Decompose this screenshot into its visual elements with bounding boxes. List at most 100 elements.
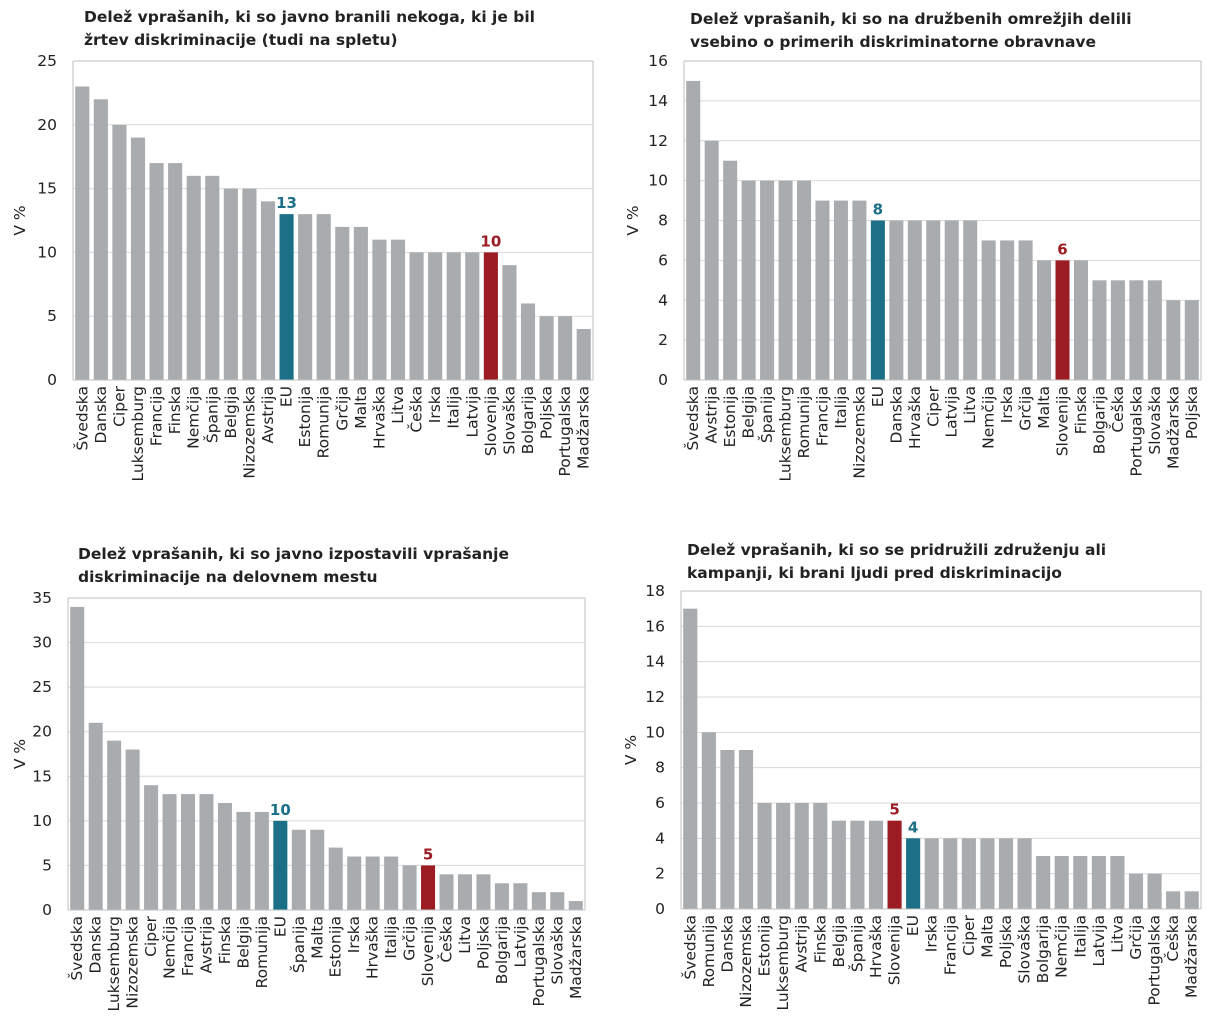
- x-tick-label: Estonija: [756, 915, 774, 976]
- bar-irska: [428, 252, 443, 380]
- bar-litva: [963, 220, 978, 380]
- bar-slovaška: [502, 265, 517, 380]
- x-tick-label: Češka: [1108, 386, 1127, 433]
- x-tick-label: Estonija: [296, 386, 314, 447]
- chart-title-line-1: Delež vprašanih, ki so javno branili nek…: [84, 8, 535, 26]
- x-tick-label: Latvija: [1090, 915, 1108, 967]
- bar-belgija: [236, 811, 251, 910]
- data-label-eu: 4: [908, 818, 918, 836]
- x-tick-label: Nizozemska: [850, 386, 868, 479]
- y-tick-label: 10: [648, 172, 668, 190]
- bar-madžarska: [568, 901, 583, 910]
- bar-hrvaška: [868, 820, 884, 909]
- x-tick-label: Malta: [1035, 386, 1053, 429]
- y-tick-label: 10: [645, 723, 665, 741]
- x-tick-label: Danska: [87, 916, 105, 974]
- x-tick-label: Romunija: [253, 916, 271, 988]
- bar-eu: [906, 838, 921, 909]
- x-tick-label: Nizozemska: [124, 916, 142, 1009]
- x-tick-label: EU: [271, 916, 289, 937]
- bar-avstrija: [260, 201, 276, 380]
- y-tick-label: 20: [32, 723, 52, 741]
- bar-latvija: [465, 252, 480, 380]
- x-tick-label: Slovaška: [1016, 915, 1034, 984]
- bar-italija: [446, 252, 461, 380]
- y-tick-label: 20: [37, 116, 57, 134]
- y-tick-label: 6: [655, 794, 665, 812]
- x-tick-label: Grčija: [401, 916, 419, 961]
- bar-finska: [217, 803, 232, 910]
- x-tick-label: Nemčija: [980, 386, 998, 449]
- x-tick-label: Madžarska: [575, 386, 593, 469]
- x-tick-label: Irska: [923, 915, 941, 952]
- bar-avstrija: [704, 140, 719, 380]
- y-tick-label: 12: [648, 132, 668, 150]
- bar-nizozemska: [738, 750, 754, 909]
- bar-slovaška: [550, 892, 565, 910]
- bar-danska: [93, 99, 108, 380]
- x-tick-label: Bolgarija: [519, 386, 537, 454]
- bar-danska: [88, 722, 103, 910]
- x-tick-label: Litva: [389, 386, 407, 424]
- bar-španija: [850, 820, 865, 909]
- y-axis-label: V %: [624, 205, 642, 235]
- x-tick-label: Slovaška: [500, 386, 518, 455]
- bar-bolgarija: [520, 303, 536, 380]
- data-label-eu: 8: [873, 201, 883, 219]
- x-tick-label: Francija: [148, 386, 166, 446]
- x-tick-label: Švedska: [67, 916, 86, 981]
- x-tick-label: Švedska: [683, 386, 702, 451]
- bar-hrvaška: [907, 220, 922, 380]
- bar-finska: [168, 163, 183, 380]
- x-tick-label: Belgija: [740, 386, 758, 438]
- bar-estonija: [757, 803, 772, 909]
- x-tick-label: Litva: [961, 386, 979, 424]
- x-tick-label: Nemčija: [161, 916, 179, 979]
- x-tick-label: Italija: [1071, 915, 1089, 958]
- y-tick-label: 12: [645, 688, 665, 706]
- bar-francija: [943, 838, 958, 909]
- chart-title-line-2: žrtev diskriminacije (tudi na spletu): [84, 31, 398, 49]
- y-axis-label: V %: [11, 205, 29, 235]
- bar-ciper: [961, 838, 976, 909]
- y-tick-label: 5: [47, 307, 57, 325]
- data-label-slovenija: 10: [480, 232, 501, 250]
- y-tick-label: 10: [32, 812, 52, 830]
- data-label-slovenija: 6: [1057, 240, 1067, 258]
- bar-grčija: [1128, 873, 1144, 909]
- y-tick-label: 25: [32, 678, 52, 696]
- bar-malta: [353, 226, 368, 380]
- x-tick-label: Finska: [166, 386, 184, 434]
- chart-title-line-2: vsebino o primerih diskriminatorne obrav…: [690, 33, 1097, 51]
- x-tick-label: Irska: [426, 386, 444, 423]
- bar-malta: [980, 838, 995, 909]
- bar-švedska: [75, 86, 90, 381]
- bar-slovenija: [1055, 260, 1070, 380]
- bar-portugalska: [1147, 873, 1162, 909]
- bar-francija: [181, 794, 196, 910]
- bar-švedska: [686, 80, 701, 380]
- x-tick-label: Portugalska: [1127, 386, 1145, 476]
- bar-irska: [924, 838, 939, 909]
- x-tick-label: Luksemburg: [105, 916, 123, 1011]
- x-tick-label: Luksemburg: [129, 386, 147, 481]
- x-tick-label: Latvija: [511, 916, 529, 968]
- x-tick-label: Španija: [289, 916, 308, 973]
- bar-češka: [409, 252, 424, 380]
- bar-belgija: [831, 820, 846, 909]
- y-tick-label: 16: [648, 52, 668, 70]
- y-tick-label: 16: [645, 617, 665, 635]
- x-tick-label: Španija: [202, 386, 221, 443]
- y-axis-label: V %: [11, 739, 29, 769]
- bar-grčija: [402, 865, 417, 910]
- bar-danska: [889, 220, 904, 380]
- bar-belgija: [223, 188, 238, 380]
- bar-irska: [347, 856, 362, 910]
- x-tick-label: Ciper: [924, 385, 942, 427]
- bar-poljska: [1184, 300, 1199, 380]
- x-tick-label: Poljska: [538, 386, 556, 439]
- x-tick-label: Belgija: [234, 916, 252, 968]
- bar-malta: [310, 829, 325, 910]
- x-tick-label: Luksemburg: [777, 386, 795, 481]
- bar-avstrija: [199, 794, 214, 910]
